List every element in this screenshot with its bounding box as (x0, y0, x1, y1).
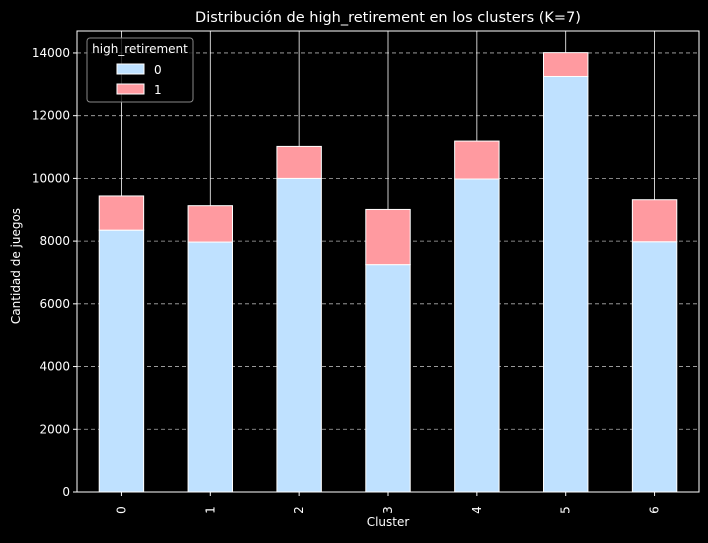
x-tick-label: 0 (114, 506, 128, 514)
y-tick-label: 8000 (39, 234, 70, 248)
bar-cluster-0-series-0 (98, 229, 145, 493)
legend-swatch-1 (116, 83, 145, 95)
x-tick-label: 1 (203, 506, 217, 514)
bar-cluster-1-series-1 (187, 205, 233, 243)
bar-cluster-4-series-0 (454, 178, 500, 493)
bar-cluster-2-series-0 (276, 177, 322, 493)
bars-layer (98, 52, 678, 493)
legend-swatch-0 (116, 63, 145, 75)
chart-title: Distribución de high_retirement en los c… (195, 10, 581, 26)
legend-label-1: 1 (154, 83, 162, 97)
x-tick-label: 3 (381, 506, 395, 514)
y-tick-label: 6000 (39, 297, 70, 311)
axes-layer: 0 2000 4000 6000 8000 10000 12000 14000 0 1 2 3 4 5 6 (32, 30, 700, 514)
x-tick-label: 4 (470, 506, 484, 514)
x-axis-label: Cluster (367, 515, 410, 529)
y-tick-label: 14000 (32, 46, 70, 60)
x-tick-label: 5 (559, 506, 573, 514)
legend-label-0: 0 (154, 63, 162, 77)
y-tick-label: 10000 (32, 171, 70, 185)
x-tick-label: 2 (292, 506, 306, 514)
y-tick-label: 12000 (32, 109, 70, 123)
y-tick-label: 4000 (39, 360, 70, 374)
bar-cluster-4-series-1 (454, 140, 500, 180)
bar-cluster-0-series-1 (98, 195, 145, 231)
y-tick-label: 0 (62, 485, 70, 499)
x-tick-label: 6 (648, 506, 662, 514)
bar-cluster-6-series-0 (631, 241, 678, 493)
bar-cluster-3-series-0 (365, 264, 411, 493)
bar-cluster-2-series-1 (276, 145, 322, 179)
y-tick-label: 2000 (39, 422, 70, 436)
bar-cluster-3-series-1 (365, 208, 411, 266)
bar-cluster-1-series-0 (187, 241, 233, 493)
legend-title: high_retirement (92, 42, 188, 56)
y-axis-label: Cantidad de juegos (9, 208, 23, 324)
bar-cluster-5-series-0 (543, 75, 589, 493)
bar-cluster-5-series-1 (543, 52, 589, 77)
bar-cluster-6-series-1 (631, 199, 678, 243)
legend: high_retirement 0 1 (86, 37, 194, 103)
